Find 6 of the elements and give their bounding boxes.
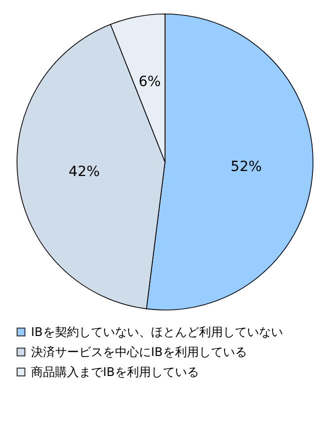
data-label: 52% (230, 159, 262, 176)
legend-label: 決済サービスを中心にIBを利用している (31, 345, 247, 359)
legend-label: 商品購入までIBを利用している (31, 365, 199, 379)
legend-label: IBを契約していない、ほとんど利用していない (31, 325, 283, 339)
data-label: 42% (68, 164, 100, 180)
data-label: 6% (138, 74, 161, 90)
